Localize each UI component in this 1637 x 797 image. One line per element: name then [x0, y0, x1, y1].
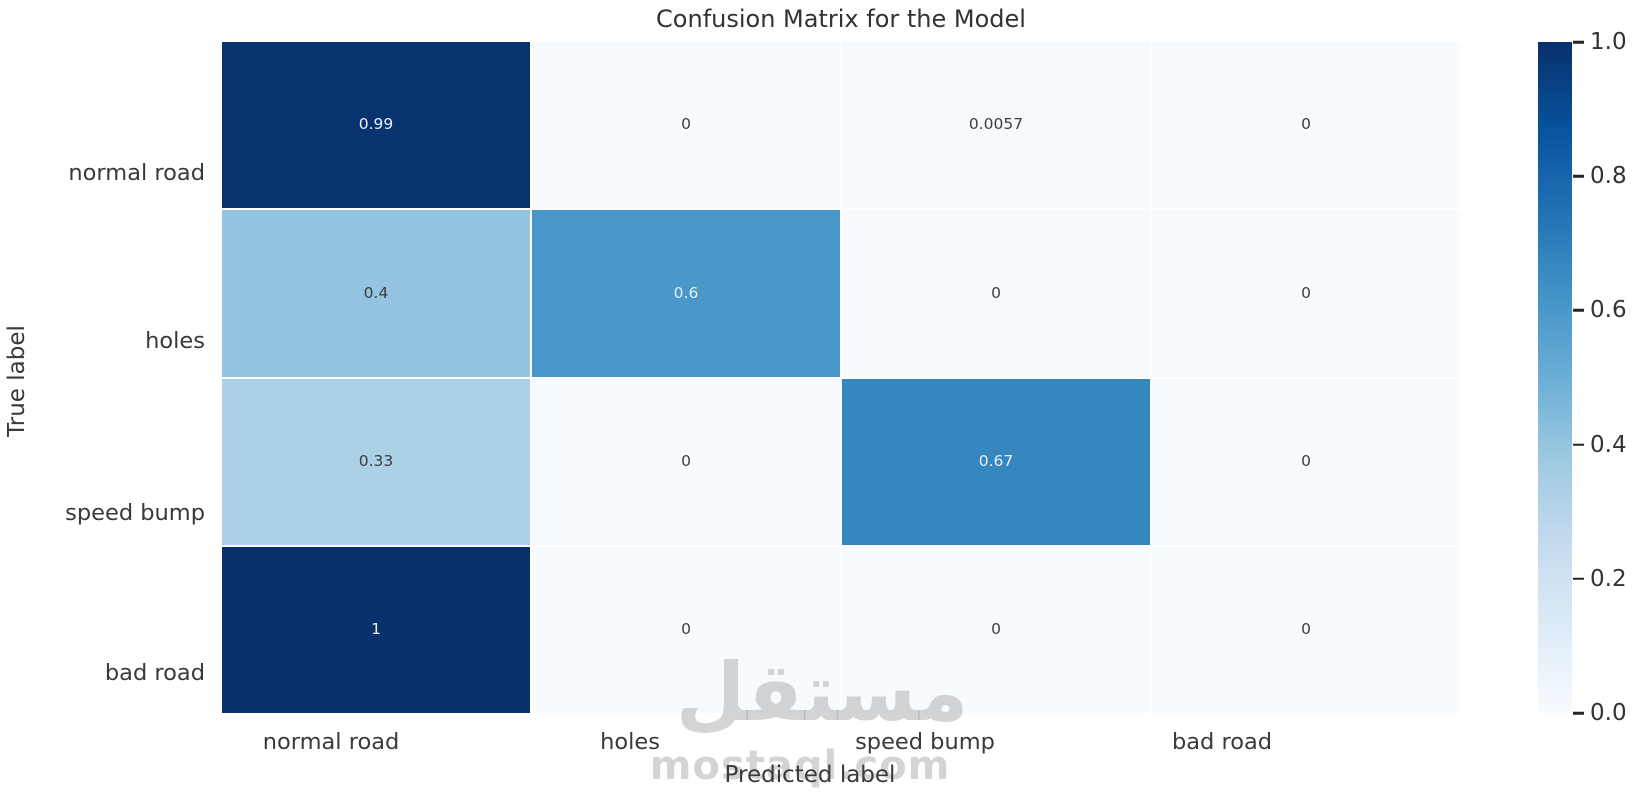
x-tick-2: speed bump: [855, 729, 995, 755]
colorbar-ticklabel-4: 0.2: [1590, 565, 1627, 592]
heatmap-cell-r1c3: 0: [1152, 210, 1460, 377]
y-tick-0: normal road: [68, 160, 205, 186]
x-axis-label: Predicted label: [724, 762, 896, 788]
heatmap-cell-r3c1: 0: [532, 546, 840, 713]
colorbar-ticklabel-3: 0.4: [1590, 431, 1627, 458]
chart-title: Confusion Matrix for the Model: [656, 5, 1026, 33]
colorbar-ticklabel-2: 0.6: [1590, 297, 1627, 324]
heatmap-cell-r0c0: 0.99: [222, 42, 530, 209]
colorbar-tickmark-4: [1573, 577, 1584, 581]
watermark-latin: mostaql.com: [649, 743, 951, 789]
colorbar-tickmark-3: [1573, 443, 1584, 446]
heatmap-cell-r2c1: 0: [532, 378, 840, 545]
colorbar-tickmark-2: [1573, 309, 1584, 312]
colorbar-gradient: [1538, 42, 1572, 713]
colorbar-ticklabel-5: 0.0: [1590, 700, 1627, 726]
x-tick-1: holes: [600, 729, 660, 755]
colorbar-tickmark-5: [1573, 711, 1584, 715]
heatmap-cell-r3c2: 0: [842, 546, 1150, 713]
colorbar-ticklabel-0: 1.0: [1590, 29, 1627, 55]
heatmap-cell-r2c2: 0.67: [842, 378, 1150, 545]
y-tick-3: bad road: [104, 660, 205, 686]
heatmap-cell-r3c0: 1: [222, 546, 530, 713]
y-axis-label: True label: [4, 325, 30, 437]
x-tick-3: bad road: [1171, 729, 1273, 755]
heatmap-cell-r1c2: 0: [842, 210, 1150, 377]
heatmap-cell-r1c1: 0.6: [532, 210, 840, 377]
y-tick-2: speed bump: [65, 500, 205, 526]
heatmap-cell-r2c0: 0.33: [222, 378, 530, 545]
y-tick-1: holes: [145, 328, 205, 354]
heatmap-cell-r2c3: 0: [1152, 378, 1460, 545]
heatmap-cell-r1c0: 0.4: [222, 210, 530, 377]
colorbar-tickmark-1: [1573, 174, 1584, 178]
heatmap-cell-r3c3: 0: [1152, 546, 1460, 713]
heatmap-cell-r0c2: 0.0057: [842, 42, 1150, 209]
colorbar-tickmark-0: [1573, 40, 1584, 44]
watermark-arabic: مستقل: [675, 646, 969, 739]
heatmap-grid: 0.99 0 0.0057 0 0.4 0.6 0 0 0.33 0 0.67 0 1 0 0 0: [222, 42, 1460, 713]
heatmap-cell-r0c3: 0: [1152, 42, 1460, 209]
x-tick-0: normal road: [262, 729, 400, 755]
heatmap-cell-r0c1: 0: [532, 42, 840, 209]
colorbar-ticklabel-1: 0.8: [1590, 163, 1627, 190]
